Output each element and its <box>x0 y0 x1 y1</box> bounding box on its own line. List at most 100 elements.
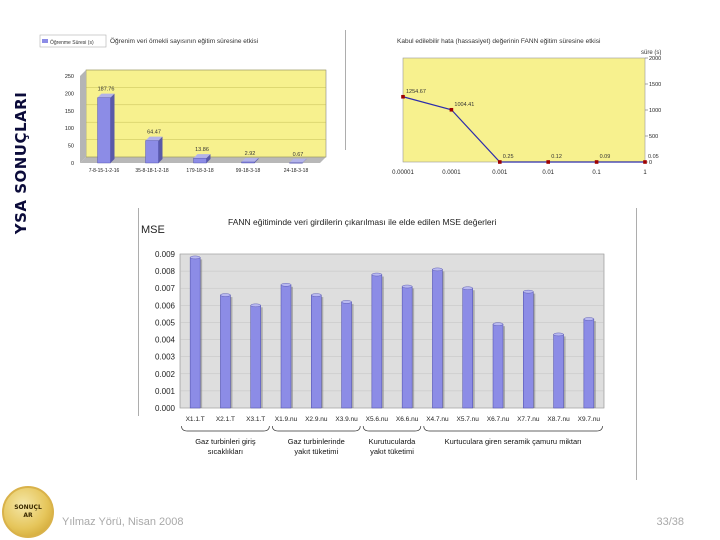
chart1-ytick: 200 <box>65 91 74 97</box>
chart3-group-brace <box>272 425 361 432</box>
chart3-bar <box>250 305 261 409</box>
chart1-bar-side <box>110 93 115 163</box>
chart2-point <box>643 160 647 164</box>
chart2-ylabel: süre (s) <box>641 50 661 56</box>
chart3-xtick: X6.7.nu <box>487 416 510 423</box>
chart3-group-label: Kurutucularda yakıt tüketimi <box>369 437 417 456</box>
chart3-bar-cap <box>583 317 595 321</box>
chart3-bar-cap <box>523 289 534 294</box>
chart1-xtick: 179-18-3-18 <box>186 168 213 174</box>
chart1-value-label: 0.67 <box>293 152 304 158</box>
chart1-bar <box>145 140 159 164</box>
chart1-bar-side <box>206 154 211 163</box>
chart2-value-label: 1254.67 <box>406 89 426 95</box>
chart1-bar-top <box>289 158 307 163</box>
page-number: 33/38 <box>656 516 684 528</box>
chart1-ytick: 250 <box>65 74 74 80</box>
chart2-ytick: 500 <box>649 134 658 140</box>
chart3-bar <box>432 269 443 409</box>
chart1-legend: Öğrenme Süresi (s) <box>50 39 94 46</box>
chart3-group-label: Kurtuculara giren seramik çamuru miktarı <box>445 437 582 446</box>
chart2-value-label: 0.12 <box>551 154 562 160</box>
chart3-bar-cap <box>553 332 564 337</box>
chart3-bar <box>492 323 504 409</box>
chart3-xtick: X6.6.nu <box>396 416 419 423</box>
chart2-point <box>546 160 550 164</box>
chart1-bar <box>193 157 207 164</box>
chart3-group-label: Gaz turbinleri giriş sıcaklıkları <box>195 437 256 456</box>
chart3-bar-cap <box>401 284 413 289</box>
chart3-bar-cap <box>371 272 383 277</box>
chart2-point <box>594 160 599 164</box>
chart2-title: Kabul edilebilir hata (hassasiyet) değer… <box>397 38 600 45</box>
chart3-xtick: X8.7.nu <box>547 416 570 423</box>
chart2-ytick: 0 <box>649 160 652 166</box>
chart2-ytick: 1000 <box>649 108 661 114</box>
chart3-bar <box>189 257 201 409</box>
chart3-bar-cap <box>432 267 443 272</box>
chart3-xtick: X7.7.nu <box>517 416 540 423</box>
chart3-xtick: X5.6.nu <box>366 416 389 423</box>
chart3-bar-cap <box>189 255 201 260</box>
chart1-xtick: 99-18-3-18 <box>236 168 261 174</box>
chart3-bar-cap <box>341 300 352 304</box>
chart2-value-label: 0.09 <box>600 154 611 160</box>
chart1-bar <box>97 97 111 164</box>
chart3-ytick: 0.007 <box>155 284 176 293</box>
chart2-xtick: 0.01 <box>542 170 554 176</box>
chart1-bar-top <box>97 93 115 98</box>
chart1-bar-top <box>193 154 211 159</box>
chart1-value-label: 13.86 <box>195 147 209 153</box>
chart3-ytick: 0.005 <box>155 318 176 327</box>
chart-training-samples: Öğrenme Süresi (s) Öğrenim veri örnekli … <box>38 26 336 182</box>
chart3-bar-cap <box>492 322 504 326</box>
chart2-value-label: 1004.41 <box>454 102 474 108</box>
chart3-ytick: 0.000 <box>155 404 176 413</box>
chart3-ytick: 0.006 <box>155 301 176 310</box>
logo-line2: AR <box>23 512 33 519</box>
chart3-bar <box>462 287 473 409</box>
chart1-value-label: 187.76 <box>98 87 115 93</box>
chart2-xtick: 0.1 <box>592 170 601 176</box>
chart3-ylabel: MSE <box>141 224 165 236</box>
chart3-ytick: 0.008 <box>155 267 176 276</box>
chart3-group-brace <box>362 425 422 432</box>
chart1-value-label: 64.47 <box>147 130 161 136</box>
chart1-bar-top <box>145 136 163 141</box>
chart1-ytick: 150 <box>65 109 74 115</box>
chart2-value-label: 0.05 <box>648 154 659 160</box>
chart2-xtick: 0.00001 <box>392 170 414 176</box>
chart3-xtick: X5.7.nu <box>457 416 480 423</box>
logo: SONUÇL AR <box>2 486 54 538</box>
chart3-bar-cap <box>462 286 473 290</box>
footer-author-date: Yılmaz Yörü, Nisan 2008 <box>62 516 184 528</box>
chart3-bar <box>371 274 383 409</box>
chart1-ytick: 0 <box>71 161 74 167</box>
chart1-title: Öğrenim veri örnekli sayısının eğitim sü… <box>110 37 258 45</box>
chart3-group-label: Gaz turbinlerinde yakıt tüketimi <box>288 437 345 456</box>
chart3-xtick: X2.1.T <box>216 416 235 423</box>
chart3-ytick: 0.002 <box>155 370 176 379</box>
chart2-xtick: 1 <box>643 170 647 176</box>
chart2-ytick: 1500 <box>649 82 661 88</box>
chart2-value-label: 0.25 <box>503 154 514 160</box>
chart1-xtick: 35-8-18-1-2-18 <box>135 168 169 174</box>
chart3-xtick: X9.7.nu <box>578 416 601 423</box>
chart3-bar-cap <box>311 293 322 297</box>
chart-desired-error: Kabul edilebilir hata (hassasiyet) değer… <box>345 26 688 182</box>
chart2-ytick: 2000 <box>649 56 661 62</box>
chart3-bar-cap <box>280 283 292 287</box>
chart3-bar <box>280 284 292 409</box>
chart2-xtick: 0.0001 <box>442 170 461 176</box>
chart3-bar-cap <box>220 293 231 297</box>
chart1-bar-side <box>158 136 163 163</box>
chart3-ytick: 0.004 <box>155 336 176 345</box>
chart3-xtick: X3.1.T <box>246 416 265 423</box>
chart1-bar-top <box>241 157 259 162</box>
chart3-xtick: X3.9.nu <box>335 416 358 423</box>
chart2-xtick: 0.001 <box>492 170 508 176</box>
chart1-bar-side <box>254 157 259 163</box>
chart2-point <box>401 94 405 99</box>
chart3-bar-cap <box>250 303 261 308</box>
chart3-bar <box>311 294 322 409</box>
